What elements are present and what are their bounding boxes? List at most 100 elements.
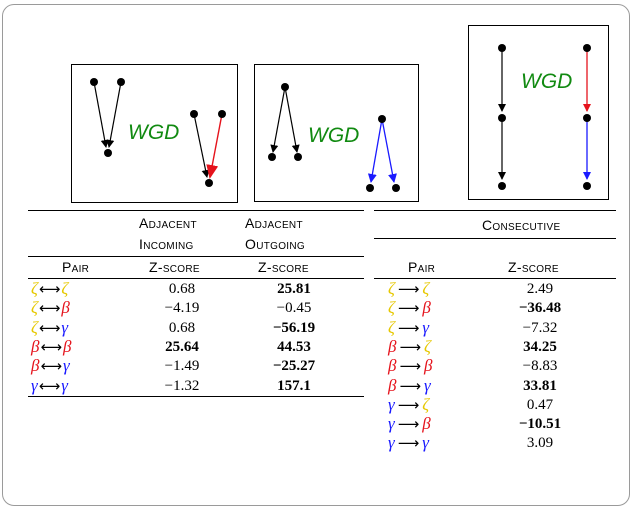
pair-source: ζ (388, 298, 395, 318)
column-header-zscore-incoming: Z-score (149, 259, 200, 275)
pair-target: β (62, 336, 72, 356)
node (294, 153, 302, 161)
node (104, 149, 112, 157)
pair-source: ζ (31, 317, 38, 337)
pair-arrow: ⟷ (38, 318, 61, 337)
pair-arrow: ⟷ (38, 280, 61, 298)
pair-target: ζ (61, 279, 69, 298)
column-header-pair: Pair (62, 259, 90, 275)
node (205, 179, 213, 187)
pair-target: β (422, 414, 431, 434)
node (583, 114, 591, 122)
table-rule (28, 256, 364, 257)
wgd-label: WGD (521, 70, 572, 93)
zscore-outgoing-cell: −25.27 (272, 358, 316, 375)
pair-source: γ (388, 394, 395, 414)
node (498, 114, 506, 122)
pair-target: β (422, 298, 431, 318)
pair-source: β (31, 336, 40, 356)
zscore-consecutive-cell: 2.49 (526, 281, 554, 297)
pair-target: γ (422, 317, 430, 337)
pair-source: β (31, 356, 40, 376)
pair-target: β (423, 356, 433, 376)
pair-cell: ζ⟷β (31, 298, 70, 318)
pair-source: γ (31, 375, 38, 395)
zscore-consecutive-cell: −10.51 (518, 416, 562, 433)
pair-target: γ (61, 317, 69, 337)
pair-cell: ζ ⟶ β (388, 298, 431, 318)
zscore-incoming-cell: 0.68 (168, 319, 196, 336)
pair-cell: γ ⟶ γ (388, 433, 429, 453)
column-header-pair: Pair (408, 259, 436, 275)
zscore-outgoing-cell: −0.45 (276, 300, 312, 317)
pair-source: ζ (388, 279, 395, 298)
pair-target: β (61, 298, 70, 318)
diagram-adjacent-incoming: WGD (71, 64, 238, 203)
table-rule (28, 396, 364, 397)
pair-cell: γ⟷γ (31, 375, 68, 395)
pair-arrow: ⟶ (397, 299, 420, 318)
header-adjacent-incoming-2: Incoming (139, 236, 194, 252)
node (190, 110, 198, 118)
pair-arrow: ⟷ (40, 337, 62, 356)
node (378, 115, 386, 123)
pair-arrow: ⟷ (40, 357, 62, 376)
zscore-incoming-cell: 25.64 (165, 338, 199, 355)
pair-target: ζ (423, 336, 431, 356)
pair-arrow: ⟶ (399, 357, 421, 376)
wgd-label: WGD (128, 121, 179, 144)
pair-source: ζ (31, 279, 38, 298)
pair-target: ζ (422, 394, 430, 414)
pair-source: β (388, 336, 397, 356)
node (90, 78, 98, 86)
zscore-consecutive-cell: 3.09 (526, 435, 554, 452)
node (498, 44, 506, 52)
node (218, 110, 226, 118)
zscore-consecutive-cell: −7.32 (522, 319, 558, 336)
pair-source: β (388, 375, 397, 395)
pair-target: γ (423, 375, 431, 395)
table-rule (374, 278, 616, 279)
pair-cell: ζ ⟶ γ (388, 317, 430, 337)
pair-arrow: ⟶ (397, 280, 420, 298)
pair-arrow: ⟶ (397, 434, 420, 453)
pair-source: ζ (31, 298, 38, 318)
node (117, 78, 125, 86)
zscore-consecutive-cell: −8.83 (522, 358, 558, 375)
node (583, 182, 591, 190)
pair-target: γ (422, 433, 429, 453)
table-rule (374, 238, 616, 239)
zscore-outgoing-cell: 25.81 (277, 281, 311, 297)
node (583, 44, 591, 52)
diagram-consecutive: WGD (468, 25, 609, 200)
pair-target: γ (62, 356, 70, 376)
pair-arrow: ⟶ (397, 415, 420, 434)
pair-cell: β⟷β (31, 336, 72, 356)
node (392, 184, 400, 192)
header-adjacent-outgoing-1: Adjacent (245, 215, 303, 231)
column-header-zscore: Z-score (508, 259, 559, 275)
zscore-consecutive-cell: 34.25 (523, 338, 557, 355)
pair-arrow: ⟶ (399, 376, 421, 395)
pair-cell: β⟷γ (31, 356, 70, 376)
zscore-consecutive-cell: −36.48 (518, 300, 562, 317)
zscore-consecutive-cell: 33.81 (523, 377, 557, 394)
zscore-incoming-cell: −1.49 (164, 358, 200, 375)
zscore-incoming-cell: −4.19 (164, 300, 200, 317)
pair-source: β (388, 356, 397, 376)
table-rule (374, 210, 616, 211)
pair-source: γ (388, 414, 395, 434)
pair-arrow: ⟶ (397, 395, 420, 414)
pair-cell: ζ⟷γ (31, 317, 69, 337)
node (366, 184, 374, 192)
pair-cell: β ⟶ ζ (388, 336, 431, 356)
zscore-outgoing-cell: −56.19 (272, 319, 316, 336)
node (268, 153, 276, 161)
zscore-outgoing-cell: 157.1 (277, 377, 311, 394)
header-adjacent-outgoing-2: Outgoing (245, 236, 305, 252)
pair-cell: β ⟶ γ (388, 375, 431, 395)
table-rule (28, 210, 364, 211)
pair-arrow: ⟷ (38, 376, 61, 395)
diagram-adjacent-outgoing: WGD (254, 64, 419, 202)
pair-target: ζ (422, 279, 430, 298)
